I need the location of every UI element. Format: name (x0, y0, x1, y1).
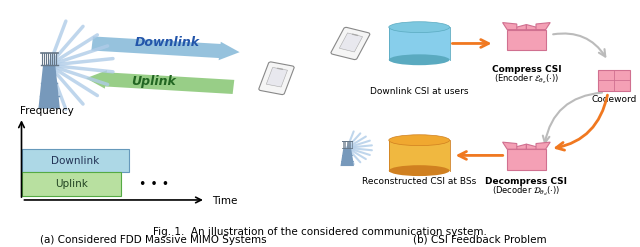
Polygon shape (507, 24, 526, 30)
Text: Fig. 1.  An illustration of the considered communication system.: Fig. 1. An illustration of the considere… (153, 227, 487, 237)
Polygon shape (507, 144, 526, 149)
Bar (598, 70, 630, 91)
Bar (266, 67, 287, 87)
Bar (339, 33, 363, 52)
Bar (389, 140, 450, 171)
Text: Downlink: Downlink (51, 156, 99, 165)
Polygon shape (536, 22, 550, 30)
Polygon shape (502, 22, 517, 30)
Text: Uplink: Uplink (131, 75, 176, 88)
Polygon shape (340, 148, 354, 166)
Text: (a) Considered FDD Massive MIMO Systems: (a) Considered FDD Massive MIMO Systems (40, 235, 267, 245)
Bar (389, 27, 450, 60)
Bar (507, 30, 545, 50)
Text: Time: Time (212, 196, 237, 206)
FancyArrow shape (92, 36, 239, 60)
Bar (277, 68, 284, 70)
Bar (22, 172, 122, 196)
Ellipse shape (388, 54, 449, 65)
Bar (22, 148, 129, 172)
Text: Frequency: Frequency (20, 106, 74, 116)
Ellipse shape (388, 22, 449, 33)
Text: Uplink: Uplink (55, 179, 88, 189)
Polygon shape (502, 142, 517, 149)
Bar (507, 149, 545, 169)
Bar (352, 33, 358, 36)
Text: Decompress CSI: Decompress CSI (485, 177, 568, 186)
Polygon shape (536, 142, 550, 149)
Text: Downlink CSI at users: Downlink CSI at users (370, 87, 468, 96)
Text: Codeword: Codeword (592, 95, 637, 103)
Text: (Decoder $\mathcal{D}_{\theta_d}(\cdot)$): (Decoder $\mathcal{D}_{\theta_d}(\cdot)$… (492, 185, 561, 198)
FancyArrow shape (86, 70, 234, 94)
Text: Reconstructed CSI at BSs: Reconstructed CSI at BSs (362, 177, 476, 186)
Ellipse shape (388, 165, 449, 176)
Text: (b) CSI Feedback Problem: (b) CSI Feedback Problem (413, 235, 547, 245)
FancyBboxPatch shape (259, 62, 294, 95)
Text: (Encoder $\mathcal{E}_{\theta_e}(\cdot)$): (Encoder $\mathcal{E}_{\theta_e}(\cdot)$… (494, 73, 559, 86)
Text: Downlink: Downlink (135, 36, 200, 49)
Polygon shape (38, 65, 60, 109)
Text: Compress CSI: Compress CSI (492, 65, 561, 74)
FancyBboxPatch shape (331, 27, 370, 60)
Text: • • •: • • • (138, 178, 169, 191)
Polygon shape (526, 24, 545, 30)
Ellipse shape (388, 135, 449, 146)
Polygon shape (526, 144, 545, 149)
